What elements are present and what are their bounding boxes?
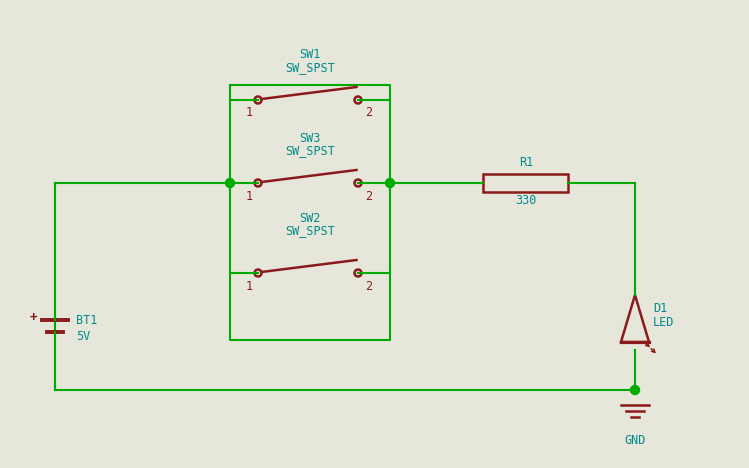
Text: 5V: 5V <box>76 329 90 343</box>
Text: R1: R1 <box>519 156 533 169</box>
Text: 2: 2 <box>366 279 372 292</box>
Text: 2: 2 <box>366 190 372 203</box>
Text: D1: D1 <box>653 301 667 314</box>
Circle shape <box>631 386 640 395</box>
Text: 2: 2 <box>366 107 372 119</box>
Circle shape <box>386 178 395 188</box>
Text: BT1: BT1 <box>76 314 97 327</box>
Text: 1: 1 <box>246 190 252 203</box>
Circle shape <box>225 178 234 188</box>
Text: +: + <box>29 312 37 324</box>
Text: 1: 1 <box>246 279 252 292</box>
Polygon shape <box>621 295 649 342</box>
Text: SW3: SW3 <box>300 132 321 145</box>
Text: SW2: SW2 <box>300 212 321 225</box>
Text: GND: GND <box>625 433 646 446</box>
Text: 330: 330 <box>515 193 537 206</box>
Text: SW_SPST: SW_SPST <box>285 145 335 158</box>
Text: SW_SPST: SW_SPST <box>285 225 335 237</box>
Text: SW1: SW1 <box>300 49 321 61</box>
Text: LED: LED <box>653 315 674 329</box>
Bar <box>483 174 568 192</box>
Text: SW_SPST: SW_SPST <box>285 61 335 74</box>
Text: 1: 1 <box>246 107 252 119</box>
